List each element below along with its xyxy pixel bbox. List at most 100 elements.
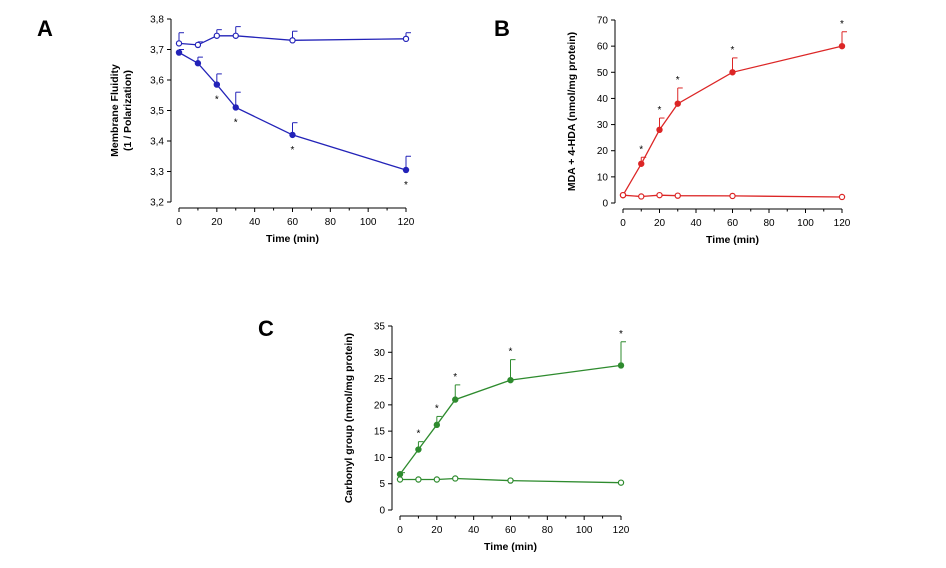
chart-c-series-2-point — [433, 476, 441, 483]
chart-b-ytick-label: 30 — [597, 120, 609, 131]
chart-b-series-1-point — [838, 42, 846, 50]
chart-a-xtick-label: 100 — [360, 217, 377, 228]
chart-c-ytick-label: 30 — [374, 348, 386, 359]
chart-a-xtick-label: 60 — [287, 217, 299, 228]
chart-c-y-axis-label: Carbonyl group (nmol/mg protein) — [343, 333, 355, 503]
chart-b-xtick-label: 120 — [834, 218, 851, 229]
chart-a-series-2-significance-star: * — [215, 95, 219, 106]
chart-c-xtick-label: 120 — [613, 525, 630, 536]
chart-a-ytick-label: 3,5 — [150, 106, 164, 117]
chart-c-ytick-label: 15 — [374, 427, 386, 438]
chart-a-series-1-point — [402, 35, 410, 43]
chart-c-series-1-point — [452, 396, 459, 403]
chart-c-series-2-point — [507, 477, 514, 484]
chart-a-series-2-significance-star: * — [291, 145, 295, 156]
chart-c-xtick-label: 100 — [576, 525, 593, 536]
chart-b-ytick-label: 40 — [597, 94, 609, 105]
chart-a-xtick-label: 40 — [249, 217, 261, 228]
chart-a-series-2-line — [178, 51, 407, 171]
chart-b-series-2-point — [674, 192, 681, 199]
chart-a-series-1 — [175, 26, 411, 49]
chart-b-series-1-point — [638, 160, 645, 167]
chart-b-xtick-label: 40 — [690, 218, 702, 229]
chart-b-series-1-point — [656, 126, 663, 134]
chart-c-xtick-label: 20 — [431, 525, 443, 536]
chart-b-series-1-significance-star: * — [840, 19, 844, 30]
chart-b-series-2-point — [619, 191, 627, 199]
panel-b-letter: B — [494, 16, 510, 41]
chart-b-series-1-significance-star: * — [731, 45, 735, 56]
chart-c-series-1-point — [433, 421, 441, 429]
chart-c-series-1-point — [415, 446, 422, 453]
chart-c-series-1-significance-star: * — [619, 329, 623, 340]
chart-c-series-1: * * * * * — [396, 329, 626, 478]
chart-a-y-axis-label: Membrane Fluidity — [109, 64, 121, 157]
chart-a-series-2: * * * * — [175, 49, 411, 191]
chart-b-series-2-point — [729, 192, 736, 200]
panel-c-letter: C — [258, 316, 274, 341]
chart-a-xtick-label: 80 — [325, 217, 337, 228]
chart-b-x-axis-label: Time (min) — [706, 234, 759, 246]
chart-a-xtick-label: 120 — [398, 217, 415, 228]
chart-c-ytick-label: 0 — [379, 506, 385, 517]
chart-c-series-2 — [396, 475, 625, 486]
chart-b-series-1: * * * * * — [619, 19, 847, 199]
chart-a-series-1-point — [232, 32, 239, 39]
chart-a-xtick-label: 0 — [176, 217, 182, 228]
chart-a-ytick-label: 3,7 — [150, 45, 164, 56]
chart-c-series-2-point — [452, 475, 459, 482]
chart-a-ytick-label: 3,3 — [150, 167, 164, 178]
chart-a-xtick-label: 20 — [211, 217, 223, 228]
chart-b-series-2-point — [638, 193, 645, 200]
chart-c-xtick-label: 0 — [397, 525, 403, 536]
chart-a-series-2-significance-star: * — [404, 180, 408, 191]
chart-a-series-1-point — [175, 40, 183, 47]
chart-a-series-1-point — [289, 37, 296, 44]
chart-a-series-1-point — [194, 41, 202, 49]
chart-c-xtick-label: 60 — [505, 525, 517, 536]
chart-a-series-1-point — [213, 32, 221, 39]
chart-a-series-2-point — [289, 131, 296, 139]
chart-a-series-2-point — [213, 81, 221, 88]
chart-a-y-axis-label-secondary: (1 / Polarization) — [122, 70, 134, 151]
chart-a-ytick-label: 3,2 — [150, 198, 164, 209]
chart-a-series-2-point — [232, 104, 239, 111]
chart-b-xtick-label: 0 — [620, 218, 626, 229]
chart-c-series-2-point — [415, 476, 422, 483]
chart-b-ytick-label: 50 — [597, 68, 609, 79]
chart-b-series-1-significance-star: * — [676, 75, 680, 86]
panel-a-letter: A — [37, 16, 53, 41]
chart-b-ytick-label: 0 — [602, 199, 608, 210]
chart-c-xtick-label: 80 — [542, 525, 554, 536]
chart-c-ytick-label: 35 — [374, 322, 386, 333]
chart-c-series-1-line — [399, 364, 622, 475]
chart-b-ytick-label: 70 — [597, 16, 609, 27]
chart-b-xtick-label: 100 — [797, 218, 814, 229]
chart-a-series-2-point — [194, 60, 202, 67]
chart-c-ytick-label: 5 — [379, 479, 385, 490]
chart-a-series-2-point — [402, 166, 410, 174]
chart-b-series-2-point — [656, 191, 663, 199]
chart-a-ytick-label: 3,8 — [150, 15, 164, 26]
chart-c-series-1-significance-star: * — [509, 347, 513, 358]
chart-c-series-1-significance-star: * — [416, 429, 420, 440]
chart-b-series-1-point — [729, 69, 736, 76]
chart-b-ytick-label: 60 — [597, 42, 609, 53]
chart-b-series-2 — [619, 191, 846, 201]
chart-a-ytick-label: 3,6 — [150, 76, 164, 87]
chart-a-series-2-significance-star: * — [234, 117, 238, 128]
chart-c-series-2-point — [396, 476, 404, 483]
chart-b-series-1-significance-star: * — [639, 144, 643, 155]
chart-c-series-2-point — [617, 479, 625, 486]
chart-c: 0 5 10 15 20 25 30 35 0 20 40 60 80 100 120 Time (min) C… — [343, 322, 630, 554]
chart-b-series-2-point — [838, 193, 846, 201]
chart-b-xtick-label: 20 — [654, 218, 666, 229]
chart-a-x-axis-label: Time (min) — [266, 233, 319, 245]
chart-b-xtick-label: 80 — [763, 218, 775, 229]
chart-b-ytick-label: 10 — [597, 172, 609, 183]
chart-b-series-1-line — [622, 45, 843, 196]
chart-c-xtick-label: 40 — [468, 525, 480, 536]
chart-c-series-1-point — [396, 471, 404, 478]
chart-c-series-1-point — [507, 376, 514, 384]
